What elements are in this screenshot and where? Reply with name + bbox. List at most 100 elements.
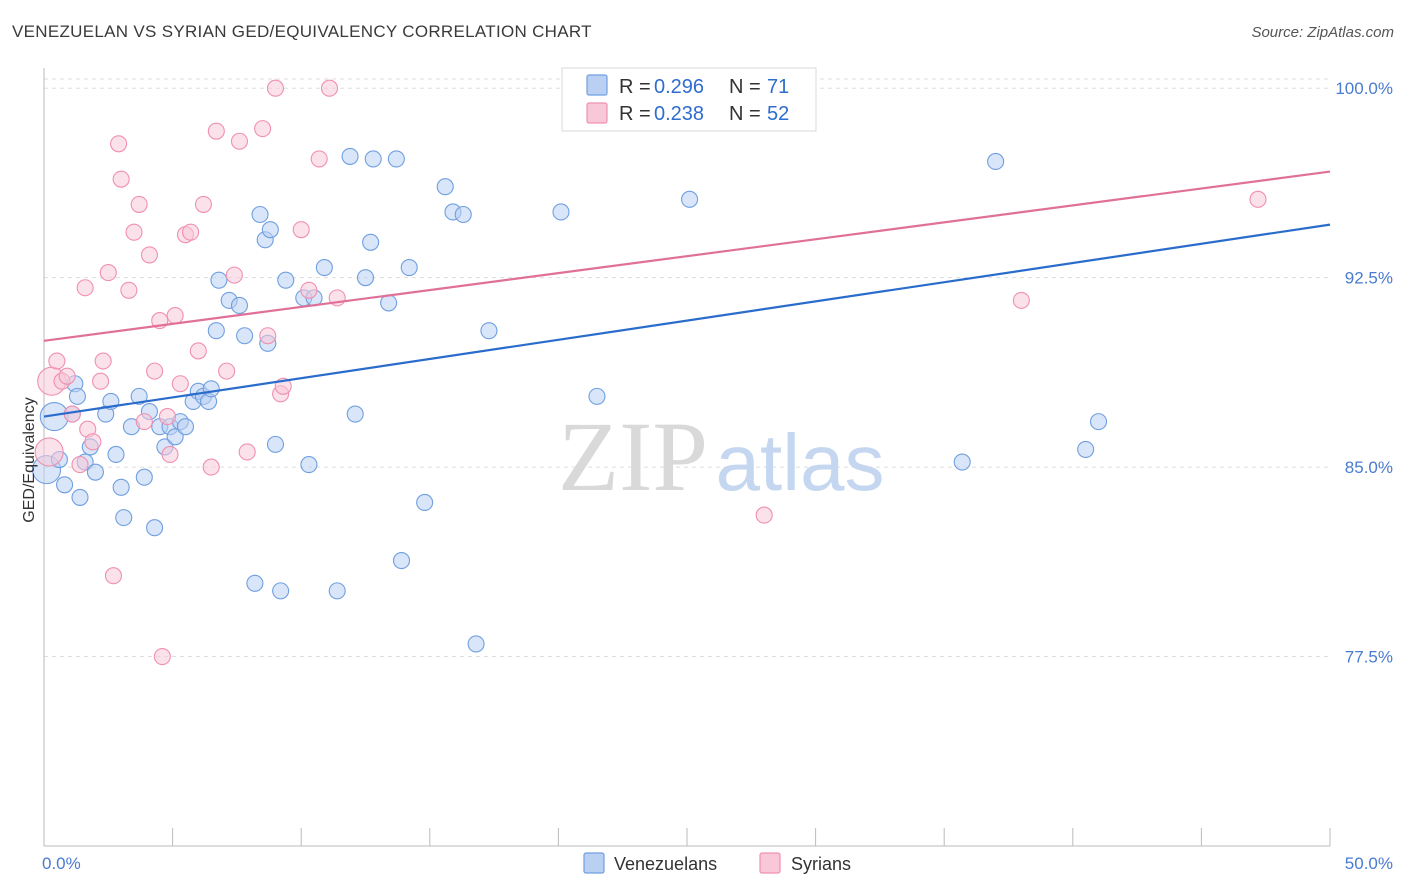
point-syrians-43 bbox=[292, 221, 310, 239]
point-syrians-23 bbox=[153, 648, 171, 666]
x-tick-label-min: 0.0% bbox=[42, 854, 81, 873]
gridlines bbox=[44, 78, 1330, 658]
point-venezuelans-55 bbox=[380, 294, 398, 312]
point-syrians-6 bbox=[71, 456, 89, 474]
point-venezuelans-20 bbox=[146, 519, 164, 537]
point-syrians-24 bbox=[158, 408, 177, 426]
watermark: ZIP atlas bbox=[558, 401, 884, 512]
legend-r-label-1: R = bbox=[619, 76, 651, 98]
point-syrians-30 bbox=[189, 342, 207, 360]
point-venezuelans-24 bbox=[166, 428, 184, 446]
watermark-atlas: atlas bbox=[716, 418, 885, 507]
point-venezuelans-32 bbox=[207, 322, 225, 340]
x-tick-label-max: 50.0% bbox=[1345, 854, 1393, 873]
point-venezuelans-36 bbox=[236, 327, 254, 345]
point-syrians-16 bbox=[120, 281, 138, 299]
point-syrians-19 bbox=[135, 413, 153, 431]
y-tick-label-1: 85.0% bbox=[1345, 458, 1393, 477]
y-tick-label-3: 100.0% bbox=[1335, 79, 1393, 98]
point-syrians-46 bbox=[320, 79, 339, 97]
point-syrians-45 bbox=[310, 150, 328, 168]
trend-line-syrians bbox=[43, 170, 1331, 342]
point-venezuelans-58 bbox=[400, 259, 418, 277]
point-venezuelans-63 bbox=[467, 635, 485, 653]
point-syrians-44 bbox=[300, 281, 318, 299]
point-syrians-17 bbox=[125, 223, 143, 241]
point-venezuelans-67 bbox=[681, 190, 699, 208]
point-venezuelans-43 bbox=[272, 582, 290, 600]
point-syrians-33 bbox=[207, 122, 225, 140]
point-syrians-11 bbox=[94, 352, 112, 370]
legend-bottom-label-syrians: Syrians bbox=[791, 854, 851, 874]
point-syrians-14 bbox=[110, 135, 128, 153]
point-syrians-39 bbox=[259, 327, 277, 345]
point-venezuelans-38 bbox=[251, 205, 269, 224]
point-venezuelans-64 bbox=[480, 322, 498, 340]
point-venezuelans-15 bbox=[115, 509, 133, 527]
legend-r-value-1: 0.296 bbox=[654, 76, 704, 98]
point-syrians-32 bbox=[202, 458, 220, 476]
legend-bottom-swatch-venezuelans bbox=[583, 852, 605, 874]
point-venezuelans-52 bbox=[356, 269, 375, 287]
point-venezuelans-13 bbox=[107, 445, 125, 464]
data-points bbox=[32, 79, 1267, 666]
point-venezuelans-37 bbox=[246, 574, 264, 592]
legend-swatch-venezuelans bbox=[586, 74, 608, 96]
point-venezuelans-17 bbox=[130, 387, 148, 405]
point-syrians-2 bbox=[48, 352, 66, 370]
point-venezuelans-7 bbox=[71, 488, 89, 506]
point-venezuelans-69 bbox=[987, 152, 1005, 171]
point-venezuelans-18 bbox=[135, 468, 153, 486]
watermark-zip: ZIP bbox=[558, 401, 708, 512]
point-syrians-34 bbox=[218, 362, 236, 380]
point-syrians-10 bbox=[92, 372, 110, 390]
point-venezuelans-26 bbox=[176, 418, 195, 436]
point-venezuelans-41 bbox=[261, 221, 279, 239]
point-venezuelans-33 bbox=[210, 271, 228, 289]
tick-labels: 77.5% 85.0% 92.5% 100.0% 0.0% 50.0% bbox=[42, 79, 1393, 873]
source-label: Source: ZipAtlas.com bbox=[1251, 24, 1394, 41]
point-venezuelans-51 bbox=[346, 405, 364, 423]
point-venezuelans-60 bbox=[436, 178, 454, 196]
point-syrians-0 bbox=[34, 437, 64, 467]
point-syrians-12 bbox=[99, 264, 117, 282]
point-venezuelans-70 bbox=[1077, 440, 1095, 458]
point-venezuelans-44 bbox=[277, 271, 295, 289]
point-venezuelans-50 bbox=[341, 147, 359, 165]
point-syrians-37 bbox=[238, 443, 256, 461]
point-syrians-4 bbox=[58, 367, 76, 385]
point-syrians-13 bbox=[104, 567, 122, 585]
legend-r-value-2: 0.238 bbox=[654, 103, 704, 125]
legend-n-label-1: N = bbox=[729, 76, 761, 98]
point-venezuelans-35 bbox=[230, 296, 249, 314]
point-syrians-49 bbox=[755, 506, 773, 524]
point-syrians-38 bbox=[254, 120, 272, 138]
point-syrians-31 bbox=[194, 195, 213, 213]
trend-lines bbox=[43, 170, 1331, 418]
legend-n-value-1: 71 bbox=[767, 76, 789, 98]
point-venezuelans-53 bbox=[362, 233, 380, 251]
point-syrians-20 bbox=[140, 246, 159, 264]
point-syrians-18 bbox=[130, 195, 148, 213]
legend-n-label-2: N = bbox=[729, 103, 761, 125]
point-syrians-25 bbox=[161, 445, 179, 464]
y-axis-label: GED/Equivalency bbox=[21, 397, 38, 522]
point-venezuelans-48 bbox=[315, 259, 333, 277]
point-venezuelans-59 bbox=[416, 493, 434, 512]
point-syrians-50 bbox=[1012, 291, 1030, 309]
point-venezuelans-31 bbox=[202, 380, 220, 398]
legend-r-label-2: R = bbox=[619, 103, 651, 125]
point-syrians-9 bbox=[84, 433, 102, 451]
point-venezuelans-46 bbox=[300, 456, 318, 474]
point-syrians-40 bbox=[266, 79, 285, 97]
point-syrians-51 bbox=[1249, 190, 1267, 208]
point-venezuelans-62 bbox=[454, 205, 472, 224]
point-syrians-7 bbox=[76, 279, 94, 297]
point-venezuelans-66 bbox=[588, 387, 606, 405]
point-syrians-27 bbox=[171, 375, 189, 393]
legend-bottom-label-venezuelans: Venezuelans bbox=[614, 854, 717, 874]
y-tick-label-0: 77.5% bbox=[1345, 648, 1393, 667]
point-venezuelans-56 bbox=[387, 150, 405, 168]
point-syrians-26 bbox=[166, 306, 184, 325]
